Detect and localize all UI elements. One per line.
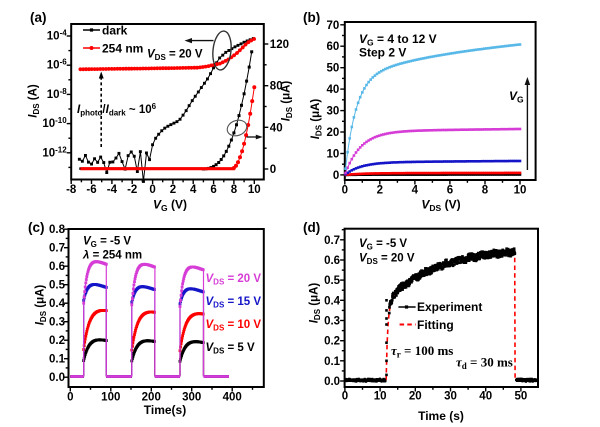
svg-text:8: 8 [231, 184, 238, 196]
svg-text:VG = -5 V: VG = -5 V [359, 238, 407, 252]
svg-text:VG = 4 to 12 V: VG = 4 to 12 V [359, 32, 437, 48]
svg-text:VG (V): VG (V) [153, 198, 187, 214]
svg-text:IDS (μA): IDS (μA) [35, 285, 49, 326]
svg-text:VDS = 10 V: VDS = 10 V [206, 319, 262, 333]
svg-text:(d): (d) [303, 220, 320, 235]
svg-text:VDS = 20 V: VDS = 20 V [206, 273, 262, 287]
svg-text:0.3: 0.3 [324, 315, 340, 327]
svg-text:(b): (b) [303, 10, 320, 25]
svg-text:0.0: 0.0 [324, 376, 340, 388]
svg-text:2: 2 [170, 184, 176, 196]
svg-text:300: 300 [182, 392, 201, 404]
svg-text:Fitting: Fitting [417, 318, 454, 332]
svg-text:0.1: 0.1 [324, 356, 341, 368]
svg-text:(a): (a) [30, 10, 47, 25]
svg-text:VDS (V): VDS (V) [421, 198, 460, 214]
svg-text:30: 30 [444, 391, 457, 403]
svg-text:100: 100 [101, 392, 120, 404]
svg-text:4: 4 [412, 185, 419, 197]
svg-text:-8: -8 [66, 184, 77, 196]
svg-text:8: 8 [482, 185, 489, 197]
svg-text:0.6: 0.6 [324, 255, 340, 267]
svg-text:10: 10 [327, 148, 340, 160]
svg-text:6: 6 [447, 185, 453, 197]
svg-text:IDS (μA): IDS (μA) [281, 81, 295, 122]
svg-text:10: 10 [374, 391, 387, 403]
svg-text:0: 0 [342, 185, 348, 197]
svg-text:IDS (μA): IDS (μA) [309, 283, 323, 324]
svg-text:0: 0 [270, 164, 276, 176]
svg-text:0.4: 0.4 [49, 298, 66, 310]
svg-text:50: 50 [515, 391, 528, 403]
svg-text:2: 2 [377, 185, 383, 197]
svg-text:Time(s): Time(s) [144, 403, 186, 417]
svg-text:VDS = 15 V: VDS = 15 V [206, 296, 262, 310]
svg-text:200: 200 [142, 392, 161, 404]
svg-text:τd = 30 ms: τd = 30 ms [456, 355, 513, 372]
svg-text:0.5: 0.5 [324, 275, 341, 287]
svg-text:254 nm: 254 nm [102, 42, 143, 56]
svg-text:50: 50 [327, 63, 340, 75]
svg-text:-4: -4 [107, 184, 118, 196]
svg-text:VDS = 20 V: VDS = 20 V [147, 49, 203, 63]
svg-text:0.8: 0.8 [49, 224, 66, 236]
svg-text:VG = -5 V: VG = -5 V [83, 236, 131, 250]
svg-text:dark: dark [102, 24, 128, 38]
svg-text:40: 40 [270, 122, 283, 134]
svg-text:4: 4 [190, 184, 197, 196]
svg-text:Time (s): Time (s) [418, 409, 464, 423]
svg-text:80: 80 [270, 81, 283, 93]
svg-text:VG: VG [509, 89, 524, 105]
svg-text:Step 2 V: Step 2 V [359, 46, 406, 60]
svg-text:0.1: 0.1 [49, 354, 66, 366]
svg-text:0: 0 [333, 170, 339, 182]
svg-text:IDS (A): IDS (A) [28, 84, 42, 118]
svg-text:0.3: 0.3 [49, 317, 65, 329]
svg-text:0.0: 0.0 [49, 372, 65, 384]
svg-text:-2: -2 [127, 184, 137, 196]
svg-text:30: 30 [327, 106, 340, 118]
svg-text:40: 40 [327, 84, 340, 96]
svg-text:60: 60 [327, 41, 340, 53]
svg-text:VDS = 5 V: VDS = 5 V [206, 342, 255, 356]
svg-text:0.7: 0.7 [324, 235, 340, 247]
svg-text:0: 0 [342, 391, 348, 403]
svg-text:10: 10 [248, 184, 261, 196]
svg-text:Iphoto/Idark ~ 106: Iphoto/Idark ~ 106 [77, 102, 157, 118]
svg-text:τr = 100 ms: τr = 100 ms [391, 343, 453, 360]
svg-text:IDS (μA): IDS (μA) [310, 99, 324, 140]
svg-text:VDS = 20 V: VDS = 20 V [359, 253, 415, 267]
svg-text:0.2: 0.2 [49, 335, 65, 347]
svg-text:40: 40 [479, 391, 492, 403]
svg-text:10: 10 [514, 185, 527, 197]
svg-text:-6: -6 [86, 184, 96, 196]
svg-text:0.6: 0.6 [49, 261, 65, 273]
svg-text:Experiment: Experiment [417, 300, 482, 314]
svg-text:λ = 254 nm: λ = 254 nm [82, 250, 142, 262]
svg-text:20: 20 [327, 127, 340, 139]
svg-text:400: 400 [223, 392, 242, 404]
svg-text:0: 0 [149, 184, 155, 196]
svg-text:70: 70 [327, 20, 340, 32]
svg-text:120: 120 [270, 39, 289, 51]
svg-text:20: 20 [409, 391, 422, 403]
svg-text:0.2: 0.2 [324, 336, 340, 348]
svg-text:0.4: 0.4 [324, 295, 341, 307]
svg-text:6: 6 [210, 184, 216, 196]
svg-text:0.5: 0.5 [49, 280, 66, 292]
svg-text:0: 0 [67, 392, 73, 404]
svg-text:0.7: 0.7 [49, 243, 65, 255]
svg-text:(c): (c) [28, 220, 45, 235]
